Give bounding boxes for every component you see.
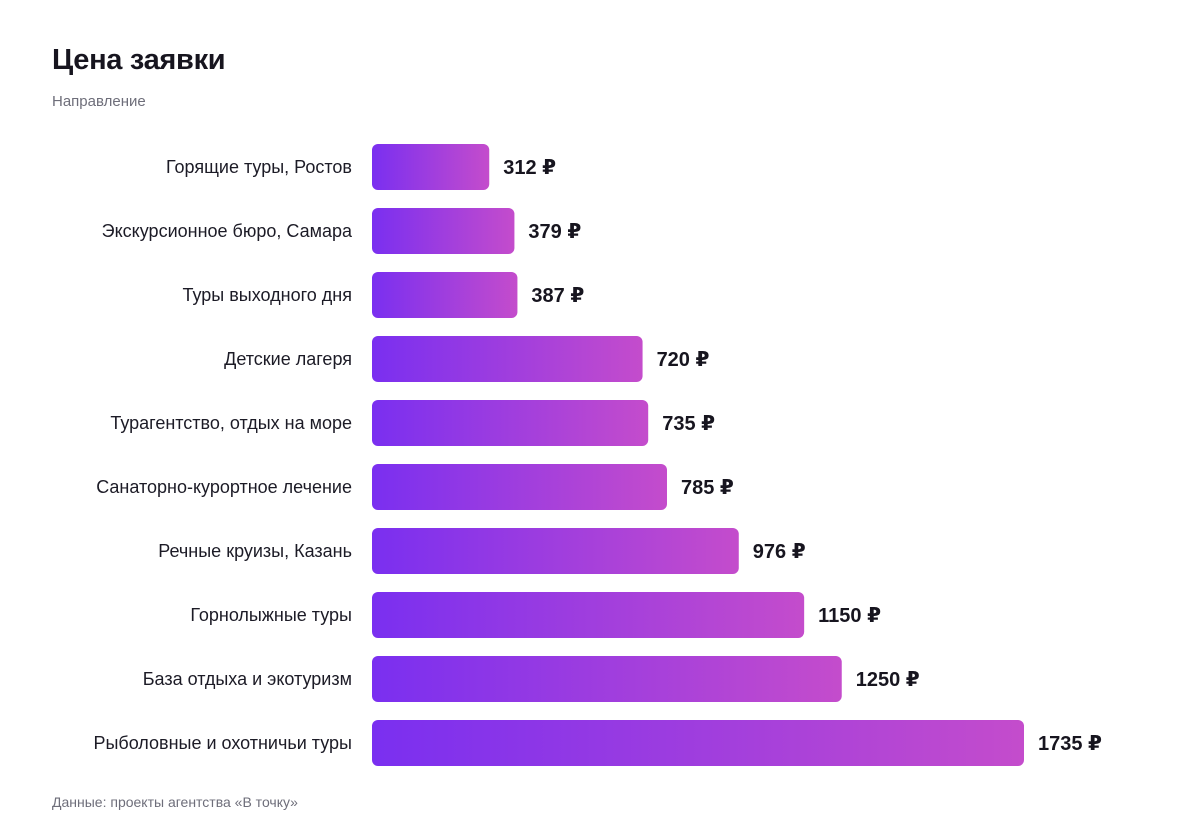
chart-title: Цена заявки	[52, 44, 226, 76]
category-label: Турагентство, отдых на море	[110, 413, 352, 433]
bar	[372, 720, 1024, 766]
category-label: Речные круизы, Казань	[158, 541, 352, 561]
bar	[372, 656, 842, 702]
value-label: 1150 ₽	[818, 605, 881, 627]
bar	[372, 336, 643, 382]
category-label: Горнолыжные туры	[190, 605, 352, 625]
value-label: 785 ₽	[681, 477, 734, 499]
value-label: 379 ₽	[528, 221, 581, 243]
data-source-note: Данные: проекты агентства «В точку»	[52, 794, 298, 810]
value-label: 976 ₽	[753, 541, 806, 563]
category-label: Детские лагеря	[224, 349, 352, 369]
value-label: 1250 ₽	[856, 669, 920, 691]
bar	[372, 400, 649, 446]
category-label: База отдыха и экотуризм	[143, 669, 352, 689]
value-label: 1735 ₽	[1038, 733, 1102, 755]
category-label: Горящие туры, Ростов	[166, 157, 352, 177]
category-label: Туры выходного дня	[183, 285, 352, 305]
category-label: Экскурсионное бюро, Самара	[102, 221, 353, 241]
chart-subtitle: Направление	[52, 93, 146, 110]
bar	[372, 528, 739, 574]
bar	[372, 144, 490, 190]
bar	[372, 592, 805, 638]
bar	[372, 272, 518, 318]
value-label: 735 ₽	[662, 413, 715, 435]
bar	[372, 464, 667, 510]
value-label: 387 ₽	[531, 285, 584, 307]
value-label: 312 ₽	[503, 157, 556, 179]
value-label: 720 ₽	[657, 349, 710, 371]
category-label: Санаторно-курортное лечение	[96, 477, 352, 497]
bar	[372, 208, 515, 254]
category-label: Рыболовные и охотничьи туры	[93, 733, 352, 753]
